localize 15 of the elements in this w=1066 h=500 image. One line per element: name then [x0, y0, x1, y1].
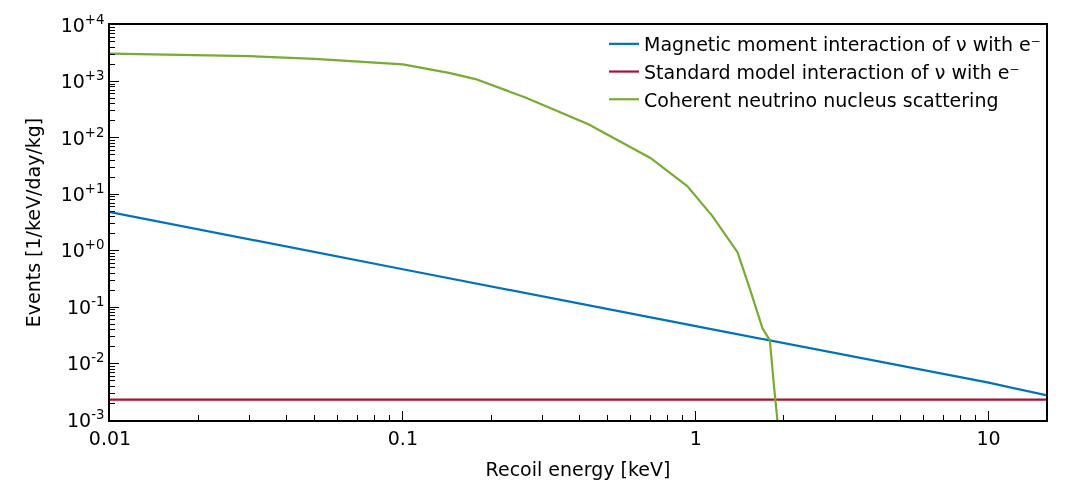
- y-tick-label: 10$^{-2}$: [67, 350, 105, 375]
- y-tick-label: 10$^{+1}$: [60, 180, 105, 205]
- legend-label: Coherent neutrino nucleus scattering: [644, 88, 999, 111]
- legend-label: Magnetic moment interaction of ν with e⁻: [644, 33, 1041, 56]
- y-tick-label: 10$^{-1}$: [67, 293, 105, 318]
- x-axis-title: Recoil energy [keV]: [485, 457, 671, 480]
- x-tick-label: 1: [689, 426, 702, 449]
- y-tick-label: 10$^{+2}$: [60, 124, 105, 149]
- y-tick-label: 10$^{+3}$: [60, 68, 105, 93]
- y-tick-label: 10$^{+0}$: [60, 237, 105, 262]
- y-axis-title: Events [1/keV/day/kg]: [22, 117, 44, 328]
- x-tick-label: 10: [976, 426, 1001, 449]
- legend-label: Standard model interaction of ν with e⁻: [644, 60, 1020, 83]
- y-tick-label: 10$^{+4}$: [60, 11, 105, 36]
- x-tick-label: 0.1: [387, 426, 418, 449]
